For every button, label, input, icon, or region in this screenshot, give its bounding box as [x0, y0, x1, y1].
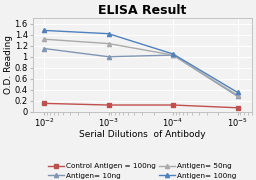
Line: Antigen= 10ng: Antigen= 10ng [42, 46, 240, 98]
Legend: Control Antigen = 100ng, Antigen= 10ng, Antigen= 50ng, Antigen= 100ng: Control Antigen = 100ng, Antigen= 10ng, … [47, 162, 238, 180]
Antigen= 50ng [42, 38, 46, 40]
Antigen= 50ng [236, 94, 239, 96]
Antigen= 100ng [172, 53, 175, 55]
Line: Antigen= 100ng: Antigen= 100ng [42, 28, 240, 94]
Title: ELISA Result: ELISA Result [98, 4, 186, 17]
Antigen= 100ng [42, 29, 46, 31]
Line: Control Antigen = 100ng: Control Antigen = 100ng [42, 101, 240, 110]
Antigen= 10ng [107, 56, 110, 58]
Antigen= 10ng [42, 47, 46, 50]
X-axis label: Serial Dilutions  of Antibody: Serial Dilutions of Antibody [79, 130, 206, 139]
Control Antigen = 100ng [107, 104, 110, 106]
Antigen= 100ng [107, 33, 110, 35]
Control Antigen = 100ng [236, 107, 239, 109]
Antigen= 100ng [236, 91, 239, 93]
Antigen= 50ng [107, 42, 110, 45]
Control Antigen = 100ng [42, 102, 46, 104]
Y-axis label: O.D. Reading: O.D. Reading [4, 35, 13, 94]
Antigen= 10ng [236, 95, 239, 97]
Line: Antigen= 50ng: Antigen= 50ng [42, 37, 240, 97]
Control Antigen = 100ng [172, 104, 175, 106]
Antigen= 50ng [172, 54, 175, 56]
Antigen= 10ng [172, 54, 175, 56]
